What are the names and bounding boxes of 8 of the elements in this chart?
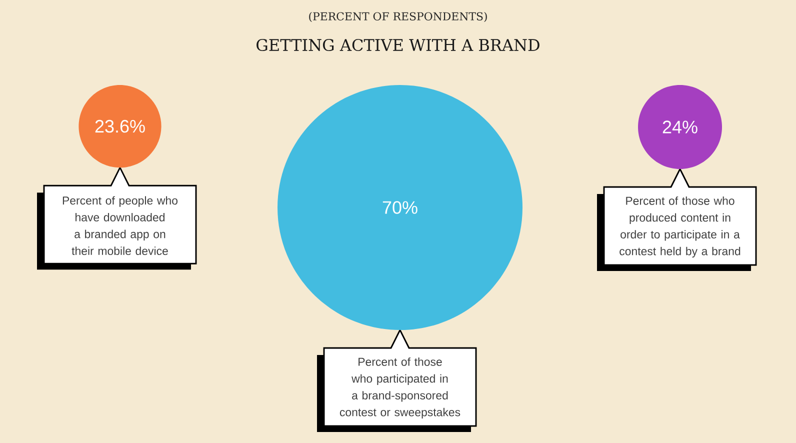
category-label: Percent of those who produced content in order to participate in a contest held by a brand [620,196,740,258]
text: GETTING ACTIVE WITH A BRAND [256,38,540,52]
data-label: 23.6% [95,120,145,133]
data-label: 24% [662,120,698,134]
category-label: Percent of people who have downloaded a branded app on their mobile device [62,196,178,256]
data-label: 70% [382,201,418,214]
text: (PERCENT OF RESPONDENTS) [309,12,487,22]
category-label: Percent of those who participated in a brand-sponsored contest or sweepstakes [340,357,460,419]
